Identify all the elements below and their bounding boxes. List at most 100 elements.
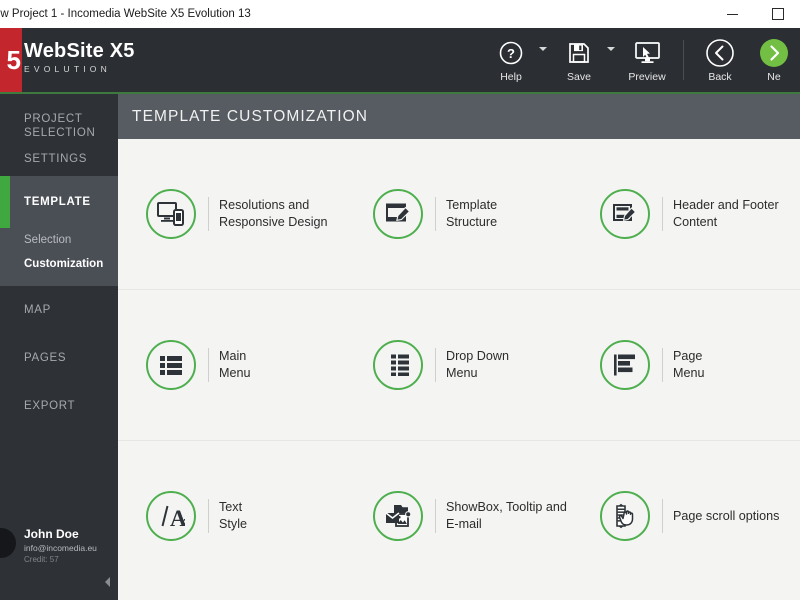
next-label: Ne bbox=[767, 71, 781, 83]
sidebar-item-export[interactable]: EXPORT bbox=[0, 382, 118, 430]
window-title: ew Project 1 - Incomedia WebSite X5 Evol… bbox=[0, 8, 251, 20]
list-menu-icon bbox=[146, 340, 196, 390]
user-name: John Doe bbox=[24, 527, 79, 541]
option-row: Resolutions and Responsive Design Templa… bbox=[118, 139, 800, 290]
page-menu-icon bbox=[600, 340, 650, 390]
option-header-footer-content[interactable]: Header and Footer Content bbox=[572, 189, 799, 239]
brand-title: WebSite X5 bbox=[24, 40, 135, 62]
user-profile[interactable]: John Doe info@incomedia.eu Credit: 57 bbox=[0, 527, 118, 566]
cell-divider bbox=[435, 499, 436, 533]
cell-divider bbox=[435, 348, 436, 382]
sidebar-item-label: MAP bbox=[24, 304, 52, 316]
option-label: Page Menu bbox=[673, 349, 705, 380]
page-header: TEMPLATE CUSTOMIZATION bbox=[118, 94, 800, 139]
cell-divider bbox=[662, 197, 663, 231]
chevron-down-icon bbox=[539, 47, 547, 51]
save-label: Save bbox=[567, 71, 591, 83]
option-page-menu[interactable]: Page Menu bbox=[572, 340, 799, 390]
sidebar-item-label: PROJECT SELECTION bbox=[24, 113, 96, 139]
layout-pencil-icon bbox=[373, 189, 423, 239]
chevron-left-icon bbox=[104, 577, 110, 587]
dropdown-menu-icon bbox=[373, 340, 423, 390]
header-footer-pencil-icon bbox=[600, 189, 650, 239]
cell-divider bbox=[208, 348, 209, 382]
avatar bbox=[0, 528, 16, 558]
sidebar-subitem-customization[interactable]: Customization bbox=[24, 258, 104, 270]
cell-divider bbox=[208, 197, 209, 231]
maximize-icon bbox=[771, 8, 784, 20]
help-icon: ? bbox=[498, 38, 524, 68]
page-title: TEMPLATE CUSTOMIZATION bbox=[132, 107, 369, 125]
cell-divider bbox=[208, 499, 209, 533]
option-text-style[interactable]: A A Text Style bbox=[118, 491, 345, 541]
option-row: Main Menu Drop Down Menu bbox=[118, 290, 800, 441]
user-credit: Credit: 57 bbox=[24, 555, 59, 564]
option-label: Resolutions and Responsive Design bbox=[219, 198, 328, 229]
option-label: ShowBox, Tooltip and E-mail bbox=[446, 500, 567, 531]
sidebar-item-label: TEMPLATE bbox=[24, 196, 91, 208]
back-button[interactable]: Back bbox=[692, 28, 748, 102]
top-toolbar: 5 WebSite X5 EVOLUTION ? Help bbox=[0, 28, 800, 94]
brand-mark-text: 5 bbox=[6, 44, 22, 75]
sidebar-item-pages[interactable]: PAGES bbox=[0, 334, 118, 382]
option-label: Main Menu bbox=[219, 349, 251, 380]
option-resolutions-responsive-design[interactable]: Resolutions and Responsive Design bbox=[118, 189, 345, 239]
svg-text:?: ? bbox=[507, 46, 515, 61]
brand-logo: WebSite X5 EVOLUTION bbox=[24, 40, 135, 74]
next-icon bbox=[759, 38, 789, 68]
option-template-structure[interactable]: Template Structure bbox=[345, 189, 572, 239]
save-icon bbox=[567, 38, 591, 68]
cell-divider bbox=[435, 197, 436, 231]
sidebar-item-label: EXPORT bbox=[24, 400, 76, 412]
cell-divider bbox=[662, 499, 663, 533]
sidebar-item-map[interactable]: MAP bbox=[0, 286, 118, 334]
title-bar: ew Project 1 - Incomedia WebSite X5 Evol… bbox=[0, 0, 800, 29]
main-content: TEMPLATE CUSTOMIZATION Resolutions and R… bbox=[118, 94, 800, 600]
sidebar-item-label: PAGES bbox=[24, 352, 67, 364]
svg-text:A: A bbox=[170, 506, 185, 528]
option-main-menu[interactable]: Main Menu bbox=[118, 340, 345, 390]
maximize-button[interactable] bbox=[755, 0, 800, 28]
option-page-scroll-options[interactable]: Page scroll options bbox=[572, 491, 799, 541]
cell-divider bbox=[662, 348, 663, 382]
brand-subtitle: EVOLUTION bbox=[24, 64, 111, 74]
sidebar-item-settings[interactable]: SETTINGS bbox=[0, 142, 118, 176]
option-label: Header and Footer Content bbox=[673, 198, 779, 229]
preview-label: Preview bbox=[628, 71, 666, 83]
sidebar-item-template[interactable]: TEMPLATE bbox=[0, 176, 118, 228]
option-row: A A Text Style bbox=[118, 441, 800, 591]
option-label: Drop Down Menu bbox=[446, 349, 509, 380]
back-icon bbox=[705, 38, 735, 68]
option-drop-down-menu[interactable]: Drop Down Menu bbox=[345, 340, 572, 390]
minimize-icon bbox=[727, 13, 738, 15]
sidebar-subitem-selection[interactable]: Selection bbox=[24, 234, 72, 246]
svg-text:A: A bbox=[181, 517, 185, 528]
showbox-email-icon bbox=[373, 491, 423, 541]
back-label: Back bbox=[708, 71, 732, 83]
user-email: info@incomedia.eu bbox=[24, 543, 97, 553]
preview-icon bbox=[634, 38, 661, 68]
preview-button[interactable]: Preview bbox=[619, 28, 675, 102]
toolbar-divider bbox=[683, 40, 684, 80]
help-button[interactable]: ? Help bbox=[483, 28, 551, 102]
monitor-phone-icon bbox=[146, 189, 196, 239]
toolbar-buttons: ? Help Save bbox=[483, 28, 800, 92]
sidebar: PROJECT SELECTION SETTINGS TEMPLATE Sele… bbox=[0, 94, 118, 600]
text-style-icon: A A bbox=[146, 491, 196, 541]
chevron-down-icon bbox=[607, 47, 615, 51]
option-label: Page scroll options bbox=[673, 508, 780, 523]
option-label: Template Structure bbox=[446, 198, 498, 229]
sidebar-subnav: Selection Customization bbox=[0, 228, 118, 286]
sidebar-item-project-selection[interactable]: PROJECT SELECTION bbox=[0, 102, 118, 150]
help-label: Help bbox=[500, 71, 522, 83]
next-button[interactable]: Ne bbox=[748, 28, 800, 102]
option-showbox-tooltip-email[interactable]: ShowBox, Tooltip and E-mail bbox=[345, 491, 572, 541]
window-controls bbox=[710, 0, 800, 28]
scroll-hand-icon bbox=[600, 491, 650, 541]
save-button[interactable]: Save bbox=[551, 28, 619, 102]
brand-mark: 5 bbox=[0, 28, 22, 92]
sidebar-item-label: SETTINGS bbox=[24, 153, 88, 165]
minimize-button[interactable] bbox=[710, 0, 755, 28]
collapse-sidebar-button[interactable] bbox=[100, 572, 114, 592]
